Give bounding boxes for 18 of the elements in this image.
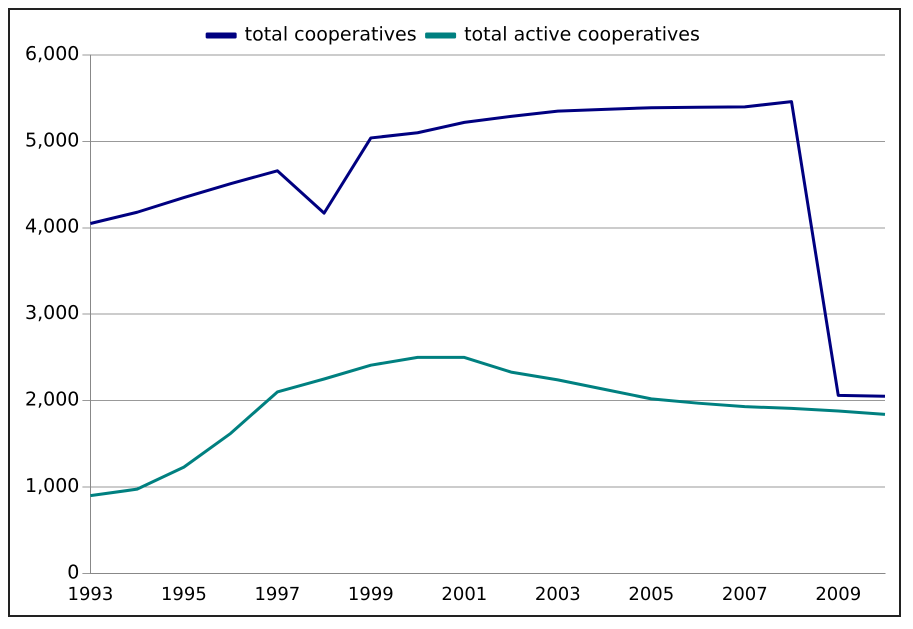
x-tick-label: 1993 (67, 584, 114, 605)
y-tick-label: 0 (67, 561, 80, 584)
x-tick-label: 2009 (815, 584, 862, 605)
x-tick-label: 2001 (441, 584, 488, 605)
y-tick-label: 1,000 (24, 474, 80, 497)
x-tick-label: 2005 (628, 584, 674, 605)
y-tick-label: 5,000 (24, 129, 80, 152)
x-tick-label: 2003 (534, 584, 581, 605)
y-tick-label: 4,000 (24, 216, 80, 238)
y-tick-label: 6,000 (24, 42, 80, 65)
x-tick-label: 1997 (254, 584, 300, 605)
legend-label: total cooperatives (244, 23, 417, 46)
x-tick-label: 2007 (722, 584, 768, 605)
y-tick-label: 2,000 (24, 388, 80, 411)
y-tick-label: 3,000 (24, 302, 80, 324)
legend-label: total active cooperatives (464, 23, 700, 46)
x-tick-label: 1999 (348, 584, 394, 605)
x-tick-label: 1995 (160, 584, 207, 605)
